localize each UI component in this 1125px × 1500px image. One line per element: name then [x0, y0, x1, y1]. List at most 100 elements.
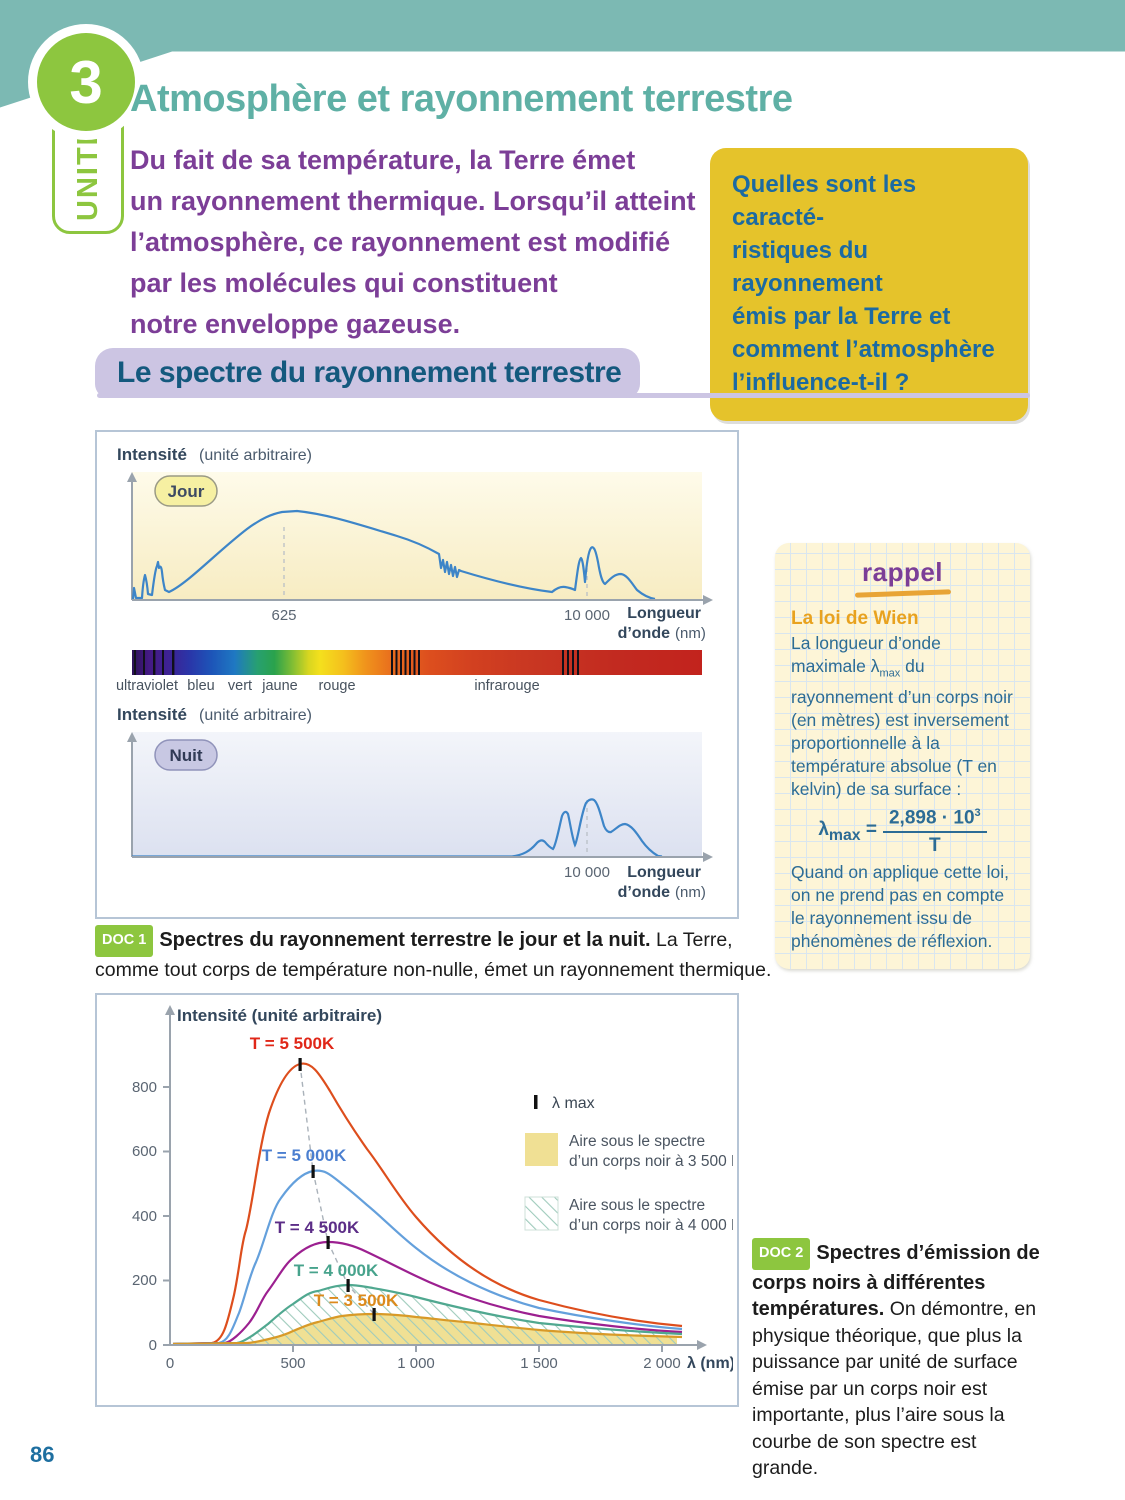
formula-fraction: 2,898 · 103 T	[882, 807, 987, 857]
formula-equals: =	[860, 818, 877, 840]
intro-paragraph: Du fait de sa température, la Terre émet…	[130, 140, 710, 345]
doc1-day-ylabel-unit: (unité arbitraire)	[199, 447, 312, 464]
day-badge-label: Jour	[168, 482, 205, 501]
day-xaxis-word1: Longueur	[627, 605, 701, 622]
question-line: émis par la Terre et	[732, 303, 951, 330]
formula-denominator: T	[929, 834, 941, 856]
night-xaxis-word2: d’onde	[618, 884, 671, 901]
spectrum-labels: ultraviolet bleu vert jaune rouge infrar…	[116, 678, 540, 694]
legend-lmax-icon	[534, 1095, 538, 1109]
doc1-caption-text: La Terre, comme tout corps de températur…	[95, 929, 772, 981]
night-x-arrow-icon	[703, 852, 713, 862]
intro-line: Du fait de sa température, la Terre émet	[130, 145, 636, 175]
doc1-night-ylabel-unit: (unité arbitraire)	[199, 707, 312, 724]
doc2-caption-text: On démontre, en physique théorique, que …	[752, 1298, 1037, 1479]
doc1-figure: Intensité (unité arbitraire) Jour 625 10…	[95, 430, 739, 919]
question-line: l’influence-t-il ?	[732, 369, 910, 396]
doc2-figure: Intensité (unité arbitraire)	[95, 993, 742, 1407]
legend-3500-line2: d’un corps noir à 3 500 K	[569, 1153, 733, 1170]
doc2-y-arrow-icon	[165, 1005, 175, 1015]
label-5000K: T = 5 000K	[262, 1146, 347, 1165]
day-plot-area	[132, 472, 702, 600]
xtick-1500: 1 500	[520, 1355, 558, 1372]
rappel-body: La longueur d’onde maximale λmax du rayo…	[791, 632, 1014, 801]
doc2-caption-bold: Spectres d’émission de corps noirs à dif…	[752, 1242, 1040, 1320]
page-title: Atmosphère et rayonnement terrestre	[130, 78, 793, 120]
xtick-500: 500	[280, 1355, 305, 1372]
day-tick-625: 625	[271, 607, 296, 624]
lambda-max-markers	[298, 1058, 376, 1321]
legend-3500-line1: Aire sous le spectre	[569, 1133, 705, 1150]
night-xaxis-word1: Longueur	[627, 864, 701, 881]
question-line: ristiques du rayonnement	[732, 237, 883, 297]
rappel-subtitle: La loi de Wien	[791, 608, 919, 629]
doc1-caption: DOC 1 Spectres du rayonnement terrestre l…	[95, 925, 795, 983]
spectrum-bar	[132, 650, 702, 675]
night-y-arrow-icon	[127, 732, 137, 742]
section-title: Le spectre du rayonnement terrestre	[117, 356, 622, 389]
rappel-text: La longueur d’onde maximale	[791, 633, 941, 676]
ytick-800: 800	[132, 1079, 157, 1096]
curve-5000K	[172, 1169, 683, 1346]
doc1-badge: DOC 1	[95, 925, 154, 957]
doc2-x-arrow-icon	[697, 1340, 707, 1350]
intro-line: un rayonnement thermique. Lorsqu’il atte…	[130, 186, 696, 216]
legend-4000-line1: Aire sous le spectre	[569, 1197, 705, 1214]
ytick-0: 0	[149, 1337, 157, 1354]
page-number: 86	[30, 1442, 55, 1467]
formula-lambda-sub: max	[828, 826, 861, 844]
xtick-1000: 1 000	[397, 1355, 435, 1372]
curve-5500K	[172, 1062, 683, 1346]
curve-4000K	[172, 1283, 683, 1346]
ytick-200: 200	[132, 1272, 157, 1289]
doc2-xlabel: λ (nm)	[687, 1355, 733, 1372]
night-badge	[154, 739, 218, 771]
day-xaxis-unit: (nm)	[675, 625, 706, 642]
spectrum-label-vert: vert	[228, 678, 252, 694]
legend-hatch-swatch	[524, 1196, 559, 1231]
rappel-underline-icon	[854, 589, 951, 598]
formula-numerator: 2,898 · 103	[882, 807, 987, 833]
section-header: Le spectre du rayonnement terrestre	[95, 348, 640, 398]
night-badge-label: Nuit	[169, 746, 202, 765]
formula-lambda: λ	[818, 818, 829, 840]
curve-4500K	[172, 1240, 683, 1346]
doc2-chart: Intensité (unité arbitraire)	[132, 1005, 742, 1372]
doc2-ticks	[163, 1086, 663, 1352]
legend-yellow-swatch	[525, 1133, 558, 1166]
day-spectrum-curve	[131, 509, 656, 601]
spectrum-absorption-lines	[134, 650, 579, 675]
curve-3500K	[172, 1312, 683, 1346]
legend-lmax-label: λ max	[552, 1095, 595, 1112]
rappel-title: rappel	[861, 557, 944, 587]
intro-line: notre enveloppe gazeuse.	[130, 309, 461, 339]
spectrum-label-jaune: jaune	[261, 678, 297, 694]
doc1-night-ylabel: Intensité	[117, 705, 187, 724]
xtick-0: 0	[166, 1355, 174, 1372]
doc2-badge: DOC 2	[752, 1238, 811, 1270]
night-tick-10000: 10 000	[564, 864, 610, 881]
question-box: Quelles sont les caracté- ristiques du r…	[710, 148, 1028, 421]
night-plot-area	[132, 732, 702, 857]
spectrum-label-infrarouge: infrarouge	[474, 678, 539, 694]
label-4500K: T = 4 500K	[275, 1218, 360, 1237]
doc2-caption: DOC 2 Spectres d’émission de corps noirs …	[752, 1238, 1044, 1482]
label-3500K: T = 3 500K	[314, 1291, 399, 1310]
doc2-ylabel: Intensité (unité arbitraire)	[177, 1006, 382, 1025]
label-5500K: T = 5 500K	[250, 1034, 335, 1053]
doc1-chart: Intensité (unité arbitraire) Jour 625 10…	[116, 445, 713, 901]
label-4000K: T = 4 000K	[294, 1261, 379, 1280]
legend-4000-line2: d’un corps noir à 4 000 K	[569, 1217, 733, 1234]
night-xaxis-unit: (nm)	[675, 884, 706, 901]
day-badge	[154, 475, 218, 507]
unit-number: 3	[37, 33, 135, 131]
lambda-subscript: max	[879, 667, 901, 680]
ytick-600: 600	[132, 1143, 157, 1160]
rappel-box: rappel La loi de Wien La longueur d’onde…	[775, 543, 1030, 969]
unit-badge: 3	[28, 24, 144, 140]
day-tick-10000: 10 000	[564, 607, 610, 624]
spectrum-label-bleu: bleu	[187, 678, 214, 694]
spectrum-label-rouge: rouge	[318, 678, 355, 694]
ytick-400: 400	[132, 1208, 157, 1225]
